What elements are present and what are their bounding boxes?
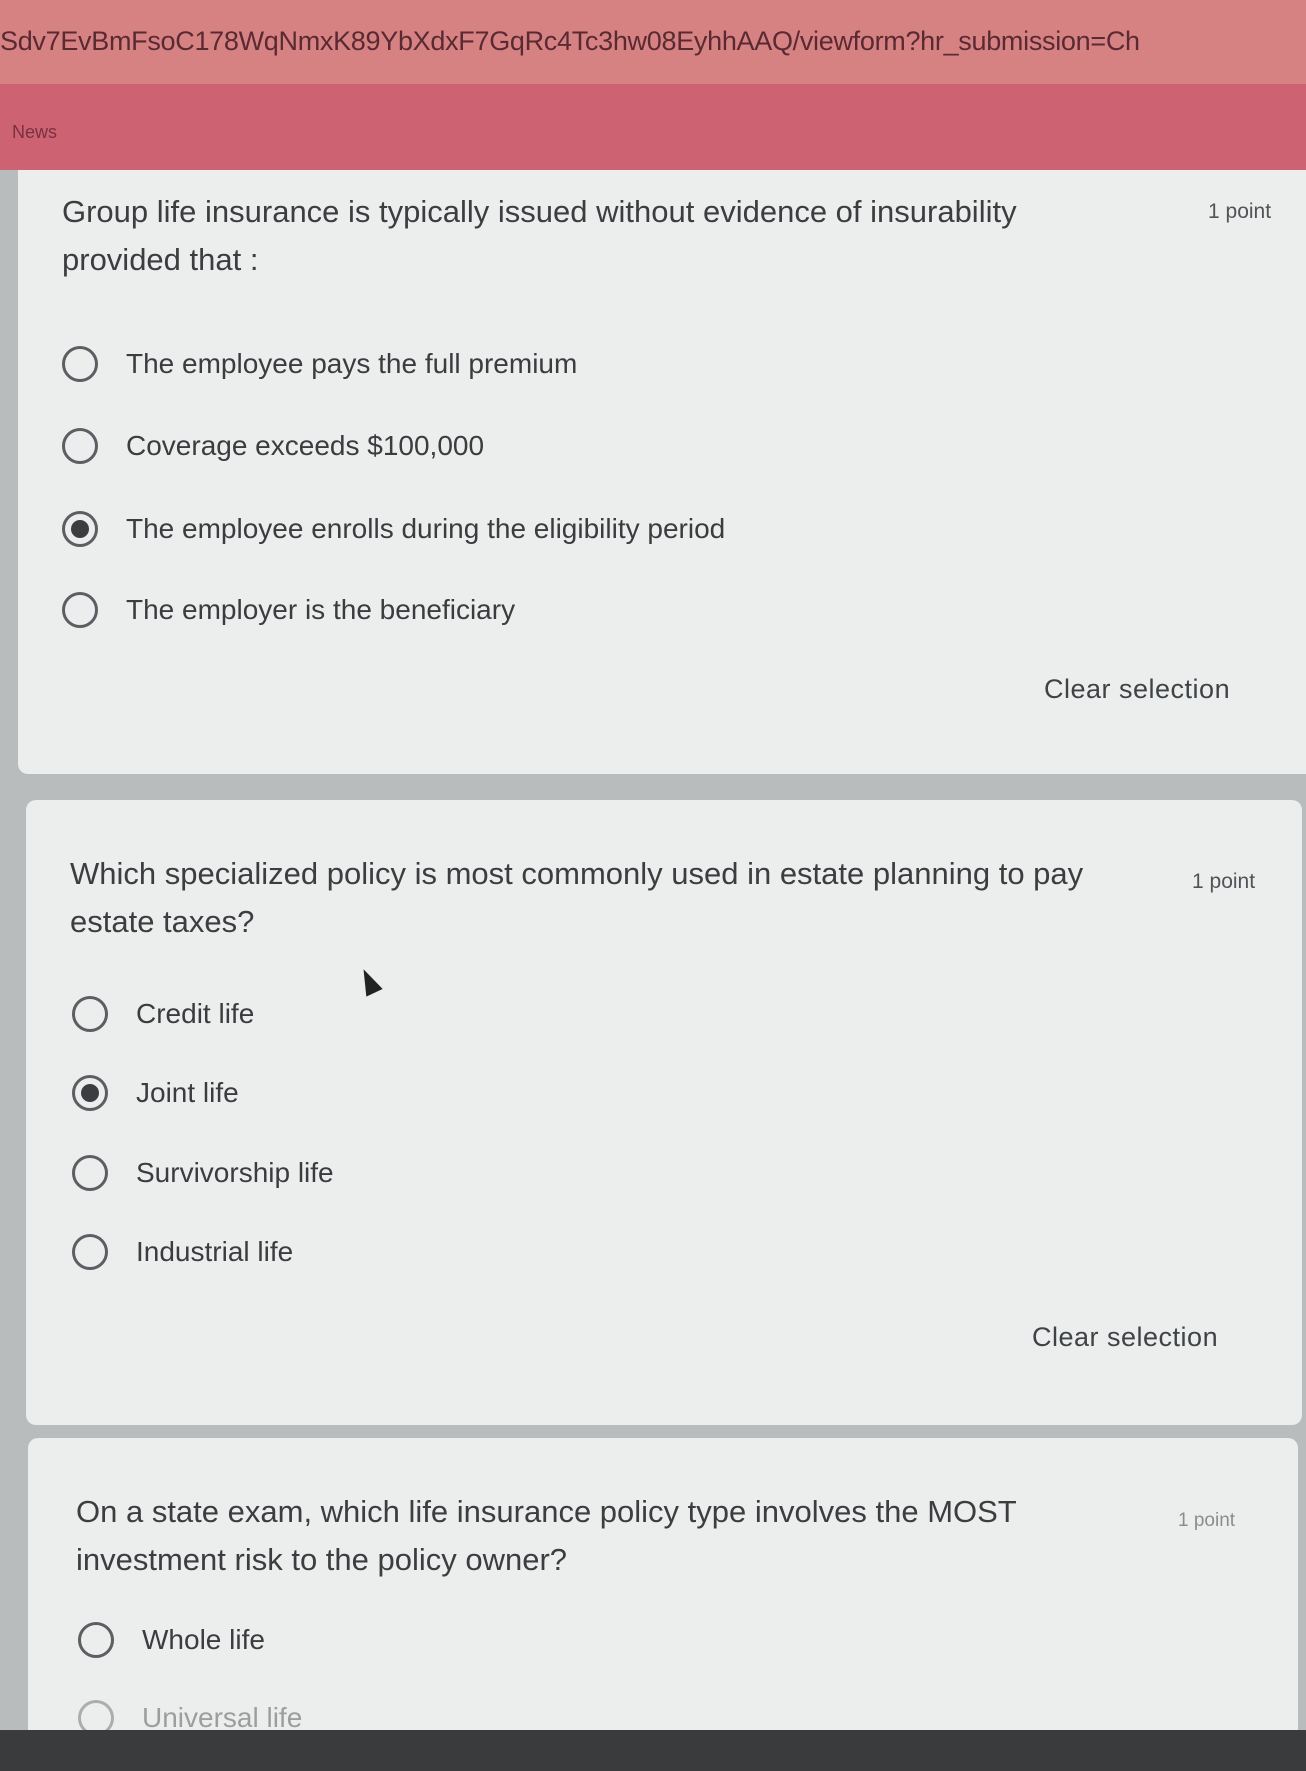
radio-option[interactable]: The employee pays the full premium — [62, 346, 577, 382]
radio-unchecked-icon[interactable] — [72, 1234, 108, 1270]
radio-checked-icon[interactable] — [62, 511, 98, 547]
question-card-1: Group life insurance is typically issued… — [18, 170, 1306, 774]
radio-option[interactable]: Whole life — [78, 1622, 265, 1658]
radio-unchecked-icon[interactable] — [62, 592, 98, 628]
radio-option[interactable]: Industrial life — [72, 1234, 293, 1270]
radio-option[interactable]: Coverage exceeds $100,000 — [62, 428, 484, 464]
option-label: Industrial life — [136, 1236, 294, 1267]
option-label: Credit life — [136, 998, 255, 1029]
radio-option[interactable]: Survivorship life — [72, 1155, 334, 1191]
question-text: On a state exam, which life insurance po… — [76, 1494, 1017, 1577]
option-label: Coverage exceeds $100,000 — [126, 430, 485, 461]
header-title: News — [12, 122, 58, 142]
screen-bezel — [0, 1730, 1306, 1771]
address-bar[interactable]: Sdv7EvBmFsoC178WqNmxK89YbXdxF7GqRc4Tc3hw… — [0, 0, 1306, 84]
radio-unchecked-icon[interactable] — [72, 1155, 108, 1191]
radio-option[interactable]: Credit life — [72, 996, 254, 1032]
question-points: 1 point — [1178, 1510, 1236, 1531]
question-points: 1 point — [1208, 200, 1272, 223]
option-label: Joint life — [136, 1077, 239, 1108]
radio-unchecked-icon[interactable] — [78, 1622, 114, 1658]
question-text: Group life insurance is typically issued… — [62, 194, 1017, 277]
option-label: Whole life — [142, 1624, 265, 1655]
question-points: 1 point — [1192, 870, 1256, 893]
option-label: The employee enrolls during the eligibil… — [126, 513, 726, 544]
clear-selection-button[interactable]: Clear selection — [1032, 1322, 1219, 1352]
radio-unchecked-icon[interactable] — [62, 346, 98, 382]
option-label: Universal life — [142, 1702, 303, 1733]
option-label: Survivorship life — [136, 1157, 334, 1188]
radio-unchecked-icon[interactable] — [72, 996, 108, 1032]
radio-checked-icon[interactable] — [72, 1075, 108, 1111]
radio-option-selected[interactable]: Joint life — [72, 1075, 239, 1111]
question-card-3: On a state exam, which life insurance po… — [28, 1438, 1298, 1758]
question-card-2: Which specialized policy is most commonl… — [26, 800, 1302, 1425]
radio-option-selected[interactable]: The employee enrolls during the eligibil… — [62, 511, 725, 547]
radio-option[interactable]: Universal life — [78, 1700, 302, 1736]
option-label: The employee pays the full premium — [126, 348, 578, 379]
url-text[interactable]: Sdv7EvBmFsoC178WqNmxK89YbXdxF7GqRc4Tc3hw… — [0, 26, 1140, 56]
question-text: Which specialized policy is most commonl… — [70, 856, 1084, 939]
radio-option[interactable]: The employer is the beneficiary — [62, 592, 515, 628]
form-header: News — [0, 84, 1306, 170]
clear-selection-button[interactable]: Clear selection — [1044, 674, 1231, 704]
radio-unchecked-icon[interactable] — [62, 428, 98, 464]
option-label: The employer is the beneficiary — [126, 594, 516, 625]
